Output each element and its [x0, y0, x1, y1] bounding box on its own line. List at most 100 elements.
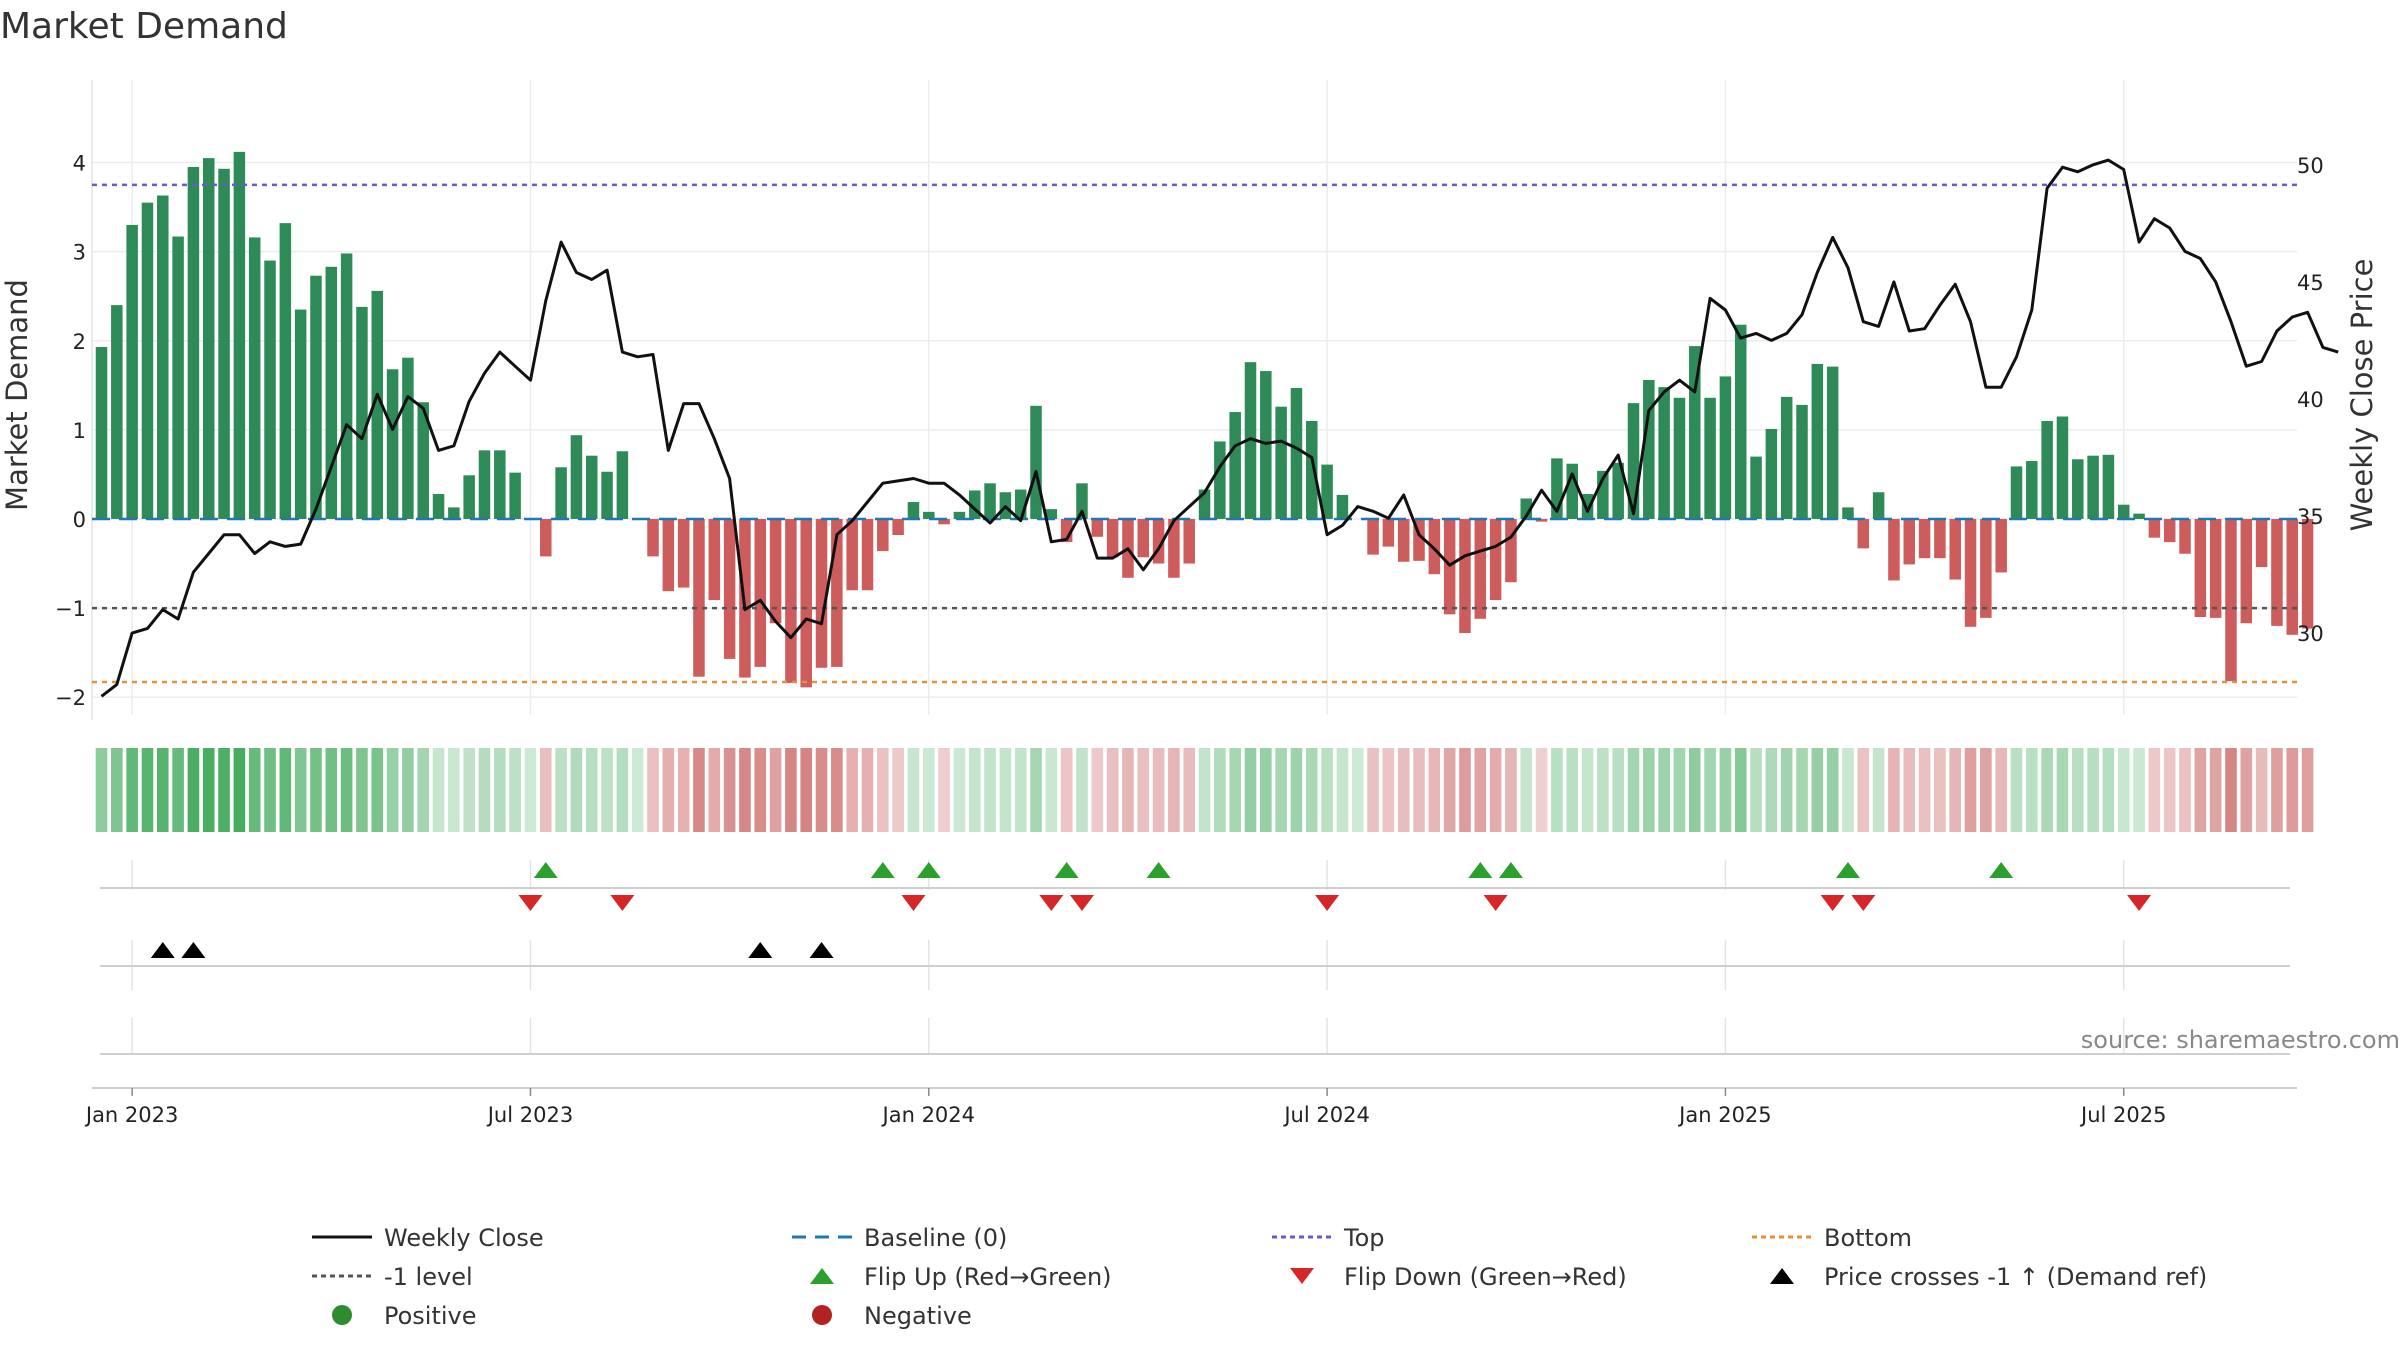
demand-bar-positive [95, 346, 108, 519]
heat-cell [1995, 748, 2007, 832]
x-tick-label: Jul 2024 [1282, 1103, 1369, 1127]
heat-cell [2286, 748, 2299, 832]
heat-cell [2179, 748, 2191, 832]
demand-bar-positive [1321, 464, 1333, 519]
price-cross-marker [150, 942, 175, 958]
demand-bar-negative [723, 518, 736, 659]
flip-down-marker [1069, 895, 1094, 911]
demand-bar-negative [877, 518, 889, 552]
y-axis-label-right: Weekly Close Price [2345, 259, 2379, 532]
heat-cell [1842, 748, 1854, 832]
heat-cell [1030, 748, 1042, 832]
heat-cell [2148, 748, 2161, 832]
heat-cell [1275, 748, 1287, 832]
heat-cell [264, 748, 276, 832]
demand-bar-negative [1091, 518, 1104, 537]
demand-bar-positive [279, 223, 292, 519]
heat-cell [785, 748, 797, 832]
demand-bar-negative [2255, 518, 2268, 568]
right-tick-label: 40 [2297, 388, 2324, 412]
heat-cell [1183, 748, 1196, 832]
demand-bar-positive [356, 306, 368, 519]
legend-swatch [810, 1268, 834, 1284]
demand-bar-negative [1413, 518, 1425, 561]
demand-bar-positive [1260, 371, 1272, 519]
demand-bar-positive [509, 472, 521, 519]
demand-bar-negative [769, 518, 782, 624]
heat-cell [907, 748, 920, 832]
heat-cell [708, 748, 721, 832]
left-tick-label: 1 [73, 419, 86, 443]
heat-cell [1045, 748, 1058, 832]
x-tick-label: Jan 2024 [881, 1103, 976, 1127]
demand-bar-positive [953, 511, 966, 519]
flip-up-marker [1989, 862, 2014, 878]
heat-cell [892, 748, 904, 832]
demand-bar-negative [2163, 518, 2176, 543]
heat-cell [1796, 748, 1808, 832]
demand-bar-negative [1918, 518, 1931, 559]
demand-bar-negative [1535, 518, 1548, 522]
demand-bar-negative [708, 518, 721, 601]
heat-cell [1443, 748, 1456, 832]
x-tick-label: Jul 2025 [2079, 1103, 2166, 1127]
heat-cell [126, 748, 138, 832]
heat-cell [2041, 748, 2053, 832]
heat-cell [1934, 748, 1946, 832]
demand-bar-positive [1704, 397, 1716, 519]
demand-bar-negative [2148, 518, 2161, 538]
heat-cell [647, 748, 659, 832]
heat-cell [1290, 748, 1303, 832]
heat-cell [953, 748, 966, 832]
heat-cell [141, 748, 154, 832]
heat-cell [1872, 748, 1885, 832]
heat-cell [463, 748, 475, 832]
heat-cell [386, 748, 399, 832]
demand-bar-positive [1780, 396, 1793, 519]
flip-up-marker [1468, 862, 1493, 878]
demand-bar-positive [1627, 403, 1640, 519]
demand-bar-negative [1888, 518, 1900, 581]
demand-bar-negative [831, 518, 843, 667]
demand-bar-positive [616, 451, 629, 519]
legend-label: Price crosses -1 ↑ (Demand ref) [1824, 1263, 2207, 1291]
heat-cell [1581, 748, 1594, 832]
source-note: source: sharemaestro.com [2081, 1026, 2400, 1054]
flip-down-marker [518, 895, 543, 911]
heat-cell [172, 748, 184, 832]
demand-bar-negative [1428, 518, 1441, 575]
demand-bar-positive [294, 309, 307, 519]
heat-cell [616, 748, 629, 832]
demand-bar-positive [126, 224, 138, 519]
heat-cell [402, 748, 414, 832]
demand-bar-negative [815, 518, 828, 668]
demand-bar-positive [1581, 494, 1594, 519]
demand-bar-positive [1811, 363, 1824, 519]
heat-cell [2117, 748, 2130, 832]
demand-bar-positive [111, 305, 123, 519]
demand-bar-positive [1030, 405, 1042, 519]
heat-cell [2301, 748, 2314, 832]
heat-cell [1076, 748, 1088, 832]
flip-down-marker [1039, 895, 1064, 911]
demand-bar-negative [892, 518, 904, 536]
price-cross-marker [181, 942, 206, 958]
demand-bar-positive [1244, 362, 1257, 519]
heat-cell [356, 748, 368, 832]
demand-bar-positive [248, 237, 261, 519]
demand-bar-positive [1842, 507, 1854, 519]
x-axis-ticks: Jan 2023 Jul 2023 Jan 2024 Jul 2024 Jan 2025… [84, 1088, 2166, 1127]
heat-cell [2056, 748, 2069, 832]
heat-cell [1980, 748, 1992, 832]
demand-bar-positive [984, 483, 996, 519]
left-tick-label: 2 [73, 330, 86, 354]
heat-cell [1520, 748, 1533, 832]
heat-cell [2240, 748, 2253, 832]
demand-bar-positive [570, 435, 583, 519]
heat-cell [938, 748, 950, 832]
demand-bar-positive [1872, 492, 1885, 519]
demand-bar-positive [923, 511, 935, 519]
y-axis-label-left: Market Demand [0, 279, 34, 511]
flip-up-marker [1146, 862, 1171, 878]
demand-bar-positive [1826, 366, 1839, 519]
